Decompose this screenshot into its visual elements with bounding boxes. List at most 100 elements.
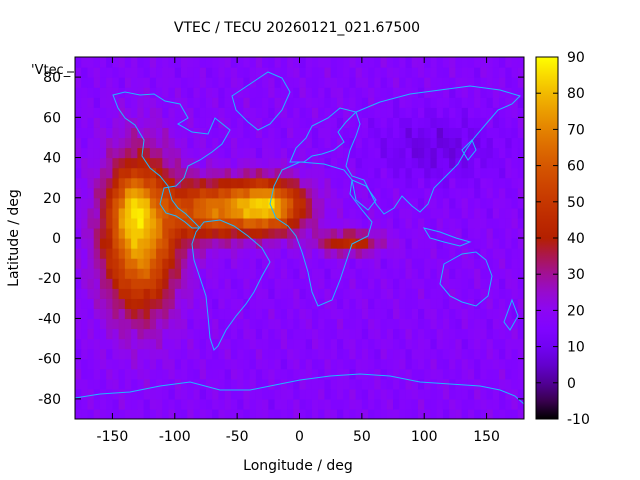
heatmap-cell [499, 197, 506, 209]
heatmap-cell [349, 57, 357, 68]
heatmap-cell [87, 137, 95, 149]
heatmap-cell [368, 67, 375, 78]
heatmap-cell [405, 137, 413, 149]
heatmap-cell [430, 328, 438, 340]
heatmap-cell [424, 97, 432, 108]
heatmap-cell [187, 408, 195, 419]
heatmap-cell [430, 408, 438, 419]
heatmap-cell [318, 308, 326, 320]
heatmap-cell [81, 197, 89, 209]
heatmap-cell [436, 187, 444, 199]
heatmap-cell [99, 127, 107, 139]
heatmap-cell [193, 288, 201, 299]
heatmap-cell [399, 288, 407, 299]
heatmap-cell [274, 298, 282, 309]
heatmap-cell [205, 107, 213, 118]
heatmap-cell [436, 358, 444, 370]
heatmap-cell [436, 318, 444, 330]
heatmap-cell [131, 238, 138, 249]
heatmap-cell [511, 318, 519, 330]
heatmap-cell [374, 187, 382, 199]
heatmap-cell [199, 278, 207, 289]
heatmap-cell [106, 127, 114, 139]
heatmap-cell [112, 248, 120, 259]
heatmap-cell [311, 348, 319, 360]
heatmap-cell [480, 338, 488, 350]
heatmap-cell [305, 217, 313, 229]
heatmap-cell [318, 87, 326, 98]
heatmap-cell [268, 268, 276, 279]
heatmap-cell [436, 157, 444, 169]
heatmap-cell [449, 67, 457, 78]
heatmap-cell [299, 298, 307, 309]
heatmap-cell [474, 388, 481, 400]
heatmap-cell [268, 328, 276, 340]
heatmap-cell [118, 107, 126, 118]
heatmap-cell [124, 398, 132, 410]
heatmap-cell [405, 268, 413, 279]
heatmap-cell [131, 207, 138, 219]
heatmap-cell [368, 157, 375, 169]
heatmap-cell [368, 77, 375, 88]
heatmap-cell [87, 157, 95, 169]
heatmap-cell [131, 97, 138, 108]
heatmap-cell [218, 318, 226, 330]
heatmap-cell [424, 408, 432, 419]
heatmap-cell [436, 77, 444, 88]
heatmap-cell [149, 348, 157, 360]
heatmap-cell [212, 268, 220, 279]
heatmap-cell [112, 137, 120, 149]
heatmap-cell [243, 187, 251, 199]
heatmap-cell [449, 97, 457, 108]
heatmap-cell [380, 258, 388, 269]
heatmap-cell [324, 217, 332, 229]
heatmap-cell [330, 268, 338, 279]
heatmap-cell [474, 227, 481, 239]
heatmap-cell [480, 137, 488, 149]
heatmap-cell [87, 368, 95, 380]
heatmap-cell [81, 288, 89, 299]
heatmap-cell [430, 338, 438, 350]
heatmap-cell [143, 227, 151, 239]
heatmap-cell [199, 308, 207, 320]
heatmap-cell [156, 278, 163, 289]
heatmap-cell [212, 147, 220, 159]
heatmap-cell [455, 398, 463, 410]
heatmap-cell [193, 248, 201, 259]
heatmap-cell [374, 278, 382, 289]
heatmap-cell [330, 117, 338, 128]
heatmap-cell [293, 298, 301, 309]
heatmap-cell [305, 227, 313, 239]
heatmap-cell [393, 348, 400, 360]
heatmap-cell [393, 408, 400, 419]
heatmap-cell [343, 57, 350, 68]
heatmap-cell [255, 248, 263, 259]
heatmap-cell [199, 207, 207, 219]
heatmap-cell [386, 87, 394, 98]
heatmap-cell [75, 107, 82, 118]
heatmap-cell [237, 368, 244, 380]
heatmap-cell [436, 97, 444, 108]
heatmap-cell [280, 157, 288, 169]
heatmap-cell [199, 87, 207, 98]
heatmap-cell [486, 298, 494, 309]
heatmap-cell [287, 408, 294, 419]
heatmap-cell [143, 318, 151, 330]
heatmap-cell [199, 268, 207, 279]
heatmap-cell [237, 338, 244, 350]
heatmap-cell [274, 227, 282, 239]
heatmap-cell [511, 217, 519, 229]
heatmap-cell [93, 358, 101, 370]
heatmap-cell [349, 278, 357, 289]
heatmap-cell [124, 368, 132, 380]
heatmap-cell [461, 358, 469, 370]
heatmap-cell [143, 408, 151, 419]
heatmap-cell [268, 177, 276, 189]
heatmap-cell [411, 207, 419, 219]
heatmap-cell [162, 187, 170, 199]
heatmap-cell [168, 77, 176, 88]
heatmap-cell [93, 408, 101, 419]
heatmap-cell [205, 298, 213, 309]
heatmap-cell [149, 117, 157, 128]
heatmap-cell [355, 278, 363, 289]
